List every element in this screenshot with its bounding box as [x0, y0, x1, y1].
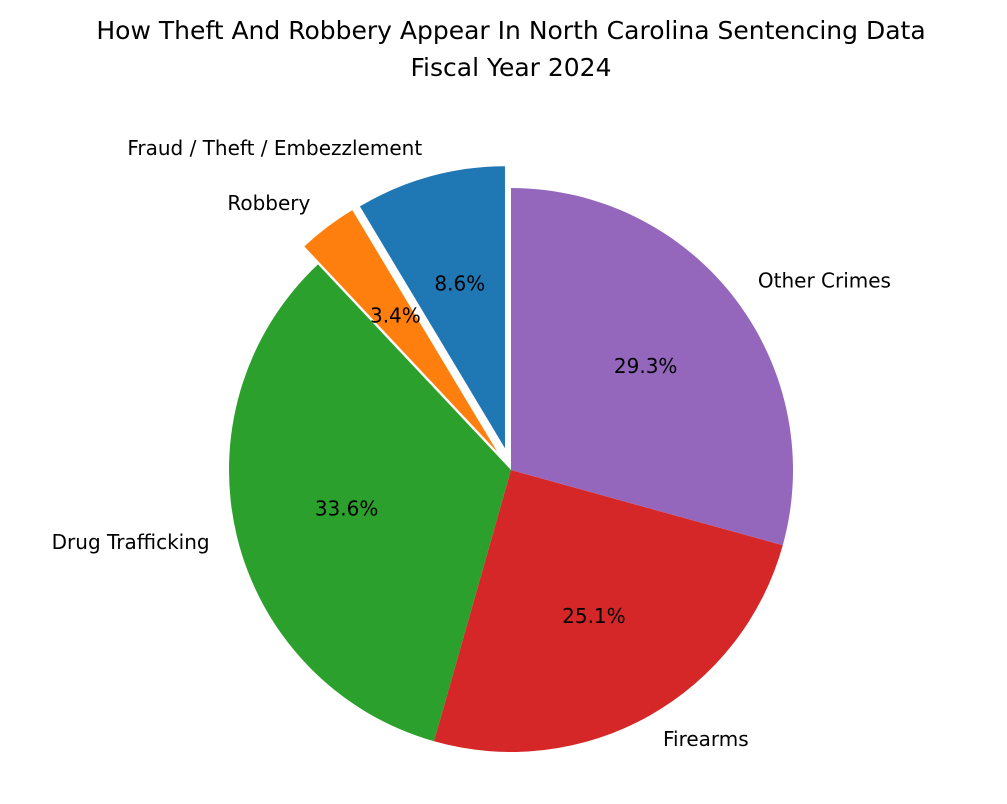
pie-slice — [359, 166, 505, 449]
pie-slice — [434, 470, 783, 753]
category-label: Other Crimes — [758, 269, 891, 293]
chart-title: How Theft And Robbery Appear In North Ca… — [96, 16, 925, 45]
value-label: 3.4% — [370, 304, 421, 328]
chart-subtitle: Fiscal Year 2024 — [411, 53, 612, 82]
category-label: Robbery — [227, 191, 310, 215]
category-label: Firearms — [663, 727, 749, 751]
pie-slice — [511, 188, 793, 546]
value-label: 25.1% — [562, 604, 626, 628]
category-label: Fraud / Theft / Embezzlement — [127, 136, 422, 160]
value-label: 8.6% — [434, 272, 485, 296]
value-label: 29.3% — [614, 354, 678, 378]
category-label: Drug Trafficking — [52, 530, 210, 554]
pie-slice — [229, 264, 512, 742]
pie-slice — [304, 210, 498, 453]
value-label: 33.6% — [315, 497, 379, 521]
